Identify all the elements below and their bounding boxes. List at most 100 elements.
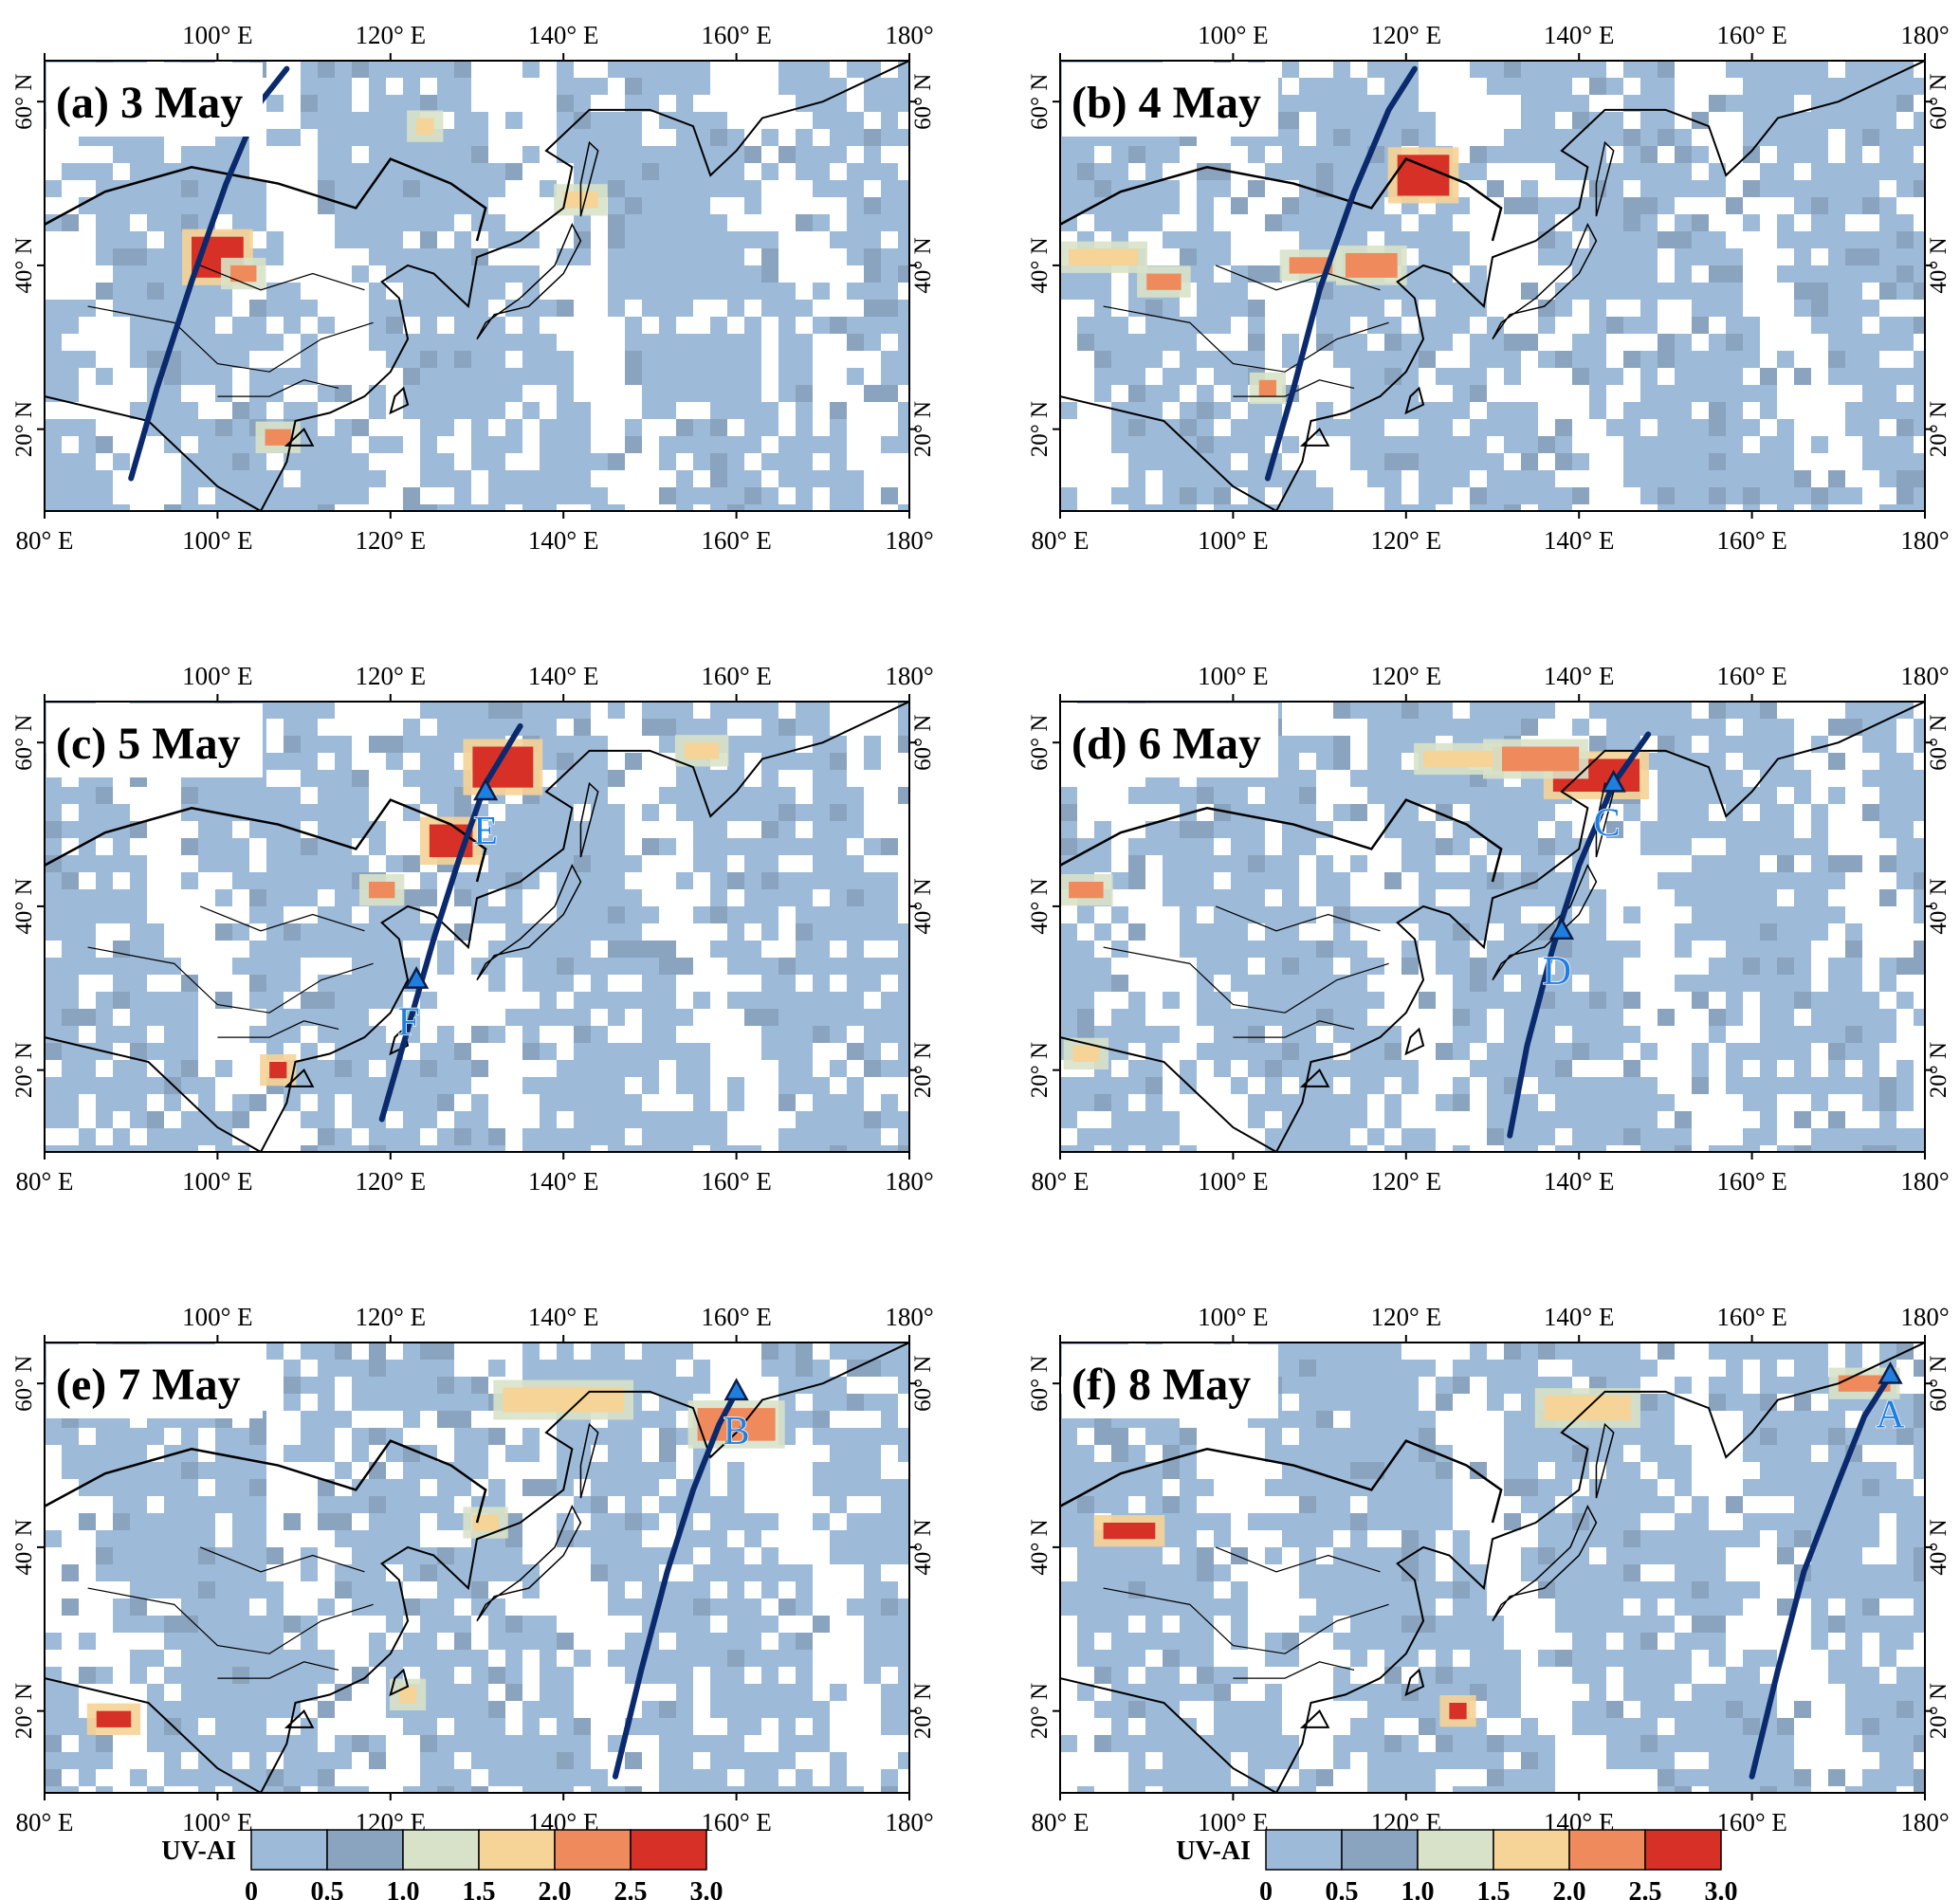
lon-tick-label-bottom: 120° E: [356, 1167, 427, 1196]
lon-tick-label-bottom: 160° E: [1716, 1808, 1787, 1836]
lat-tick-label-left: 20° N: [11, 401, 37, 457]
colorbar-tick-label: 2.0: [1553, 1877, 1586, 1900]
hainan-outline: [1299, 428, 1330, 447]
marker-label: E: [473, 810, 498, 853]
colorbar-swatch: [1568, 1829, 1646, 1871]
colorbar-tick-label: 0.5: [311, 1877, 344, 1900]
location-marker: [1878, 1361, 1903, 1384]
aerosol-hotspot: [1069, 882, 1104, 899]
lon-tick-label-top: 180°: [1900, 21, 1949, 49]
taiwan-outline: [1404, 386, 1425, 415]
sakhalin-outline: [579, 1422, 599, 1499]
colorbar-swatch: [326, 1829, 404, 1871]
province-border: [1215, 265, 1381, 291]
aerosol-hotspot: [96, 1710, 132, 1727]
lon-tick-label-bottom: 180°: [885, 526, 933, 555]
country-border: [1060, 798, 1503, 883]
lon-tick-label-bottom: 160° E: [1716, 526, 1787, 555]
aerosol-hotspot: [369, 882, 395, 899]
aerosol-hotspot: [416, 118, 434, 135]
lat-tick-label-left: 40° N: [1027, 878, 1053, 934]
aerosol-hotspot: [1423, 750, 1493, 768]
lon-tick-label-top: 180°: [885, 1303, 933, 1331]
taiwan-outline: [389, 386, 410, 415]
colorbar: UV-AI 0 0.5 1.0 1.5 2.0 2.5 3.0: [161, 1829, 724, 1900]
lon-tick-label-top: 160° E: [1716, 21, 1787, 49]
lat-tick-label-left: 20° N: [11, 1683, 37, 1739]
province-border: [1103, 305, 1389, 373]
sakhalin-outline: [1595, 140, 1615, 217]
province-border: [1233, 379, 1355, 397]
lon-tick-label-bottom: 100° E: [182, 1167, 253, 1196]
lat-tick-label-right: 20° N: [1926, 1042, 1951, 1098]
colorbar-tick-label: 0: [1259, 1877, 1273, 1900]
lon-tick-label-top: 160° E: [1716, 1303, 1787, 1331]
map-frame: [44, 1342, 910, 1794]
lon-tick-label-top: 140° E: [528, 21, 599, 49]
taiwan-outline: [1404, 1668, 1425, 1697]
lon-tick-label-bottom: 80° E: [15, 526, 73, 555]
colorbar-tick-label: 1.0: [1401, 1877, 1435, 1900]
province-border: [1233, 1661, 1355, 1679]
lon-tick-label-top: 160° E: [701, 1303, 772, 1331]
panel-label-bg: [46, 703, 263, 777]
aerosol-hotspot: [1397, 155, 1450, 196]
aerosol-hotspot: [1449, 1703, 1467, 1720]
lon-tick-label-bottom: 180°: [885, 1167, 933, 1196]
japan-outline: [1492, 1504, 1598, 1622]
lat-tick-label-right: 40° N: [910, 878, 936, 934]
coastline: [1060, 702, 1925, 1152]
lat-tick-label-right: 40° N: [1926, 1519, 1951, 1575]
marker-label: F: [397, 1001, 419, 1045]
marker-label: B: [724, 1410, 750, 1453]
lon-tick-label-top: 120° E: [1371, 662, 1442, 690]
colorbar-tick-label: 2.0: [539, 1877, 572, 1900]
lon-tick-label-top: 100° E: [182, 21, 253, 49]
coastline: [45, 702, 909, 1152]
lat-tick-label-right: 60° N: [1926, 74, 1951, 130]
map-panel: E F (c) 5 May 80° E 100° E 100° E 120° E 120° E…: [11, 662, 936, 1196]
lon-tick-label-top: 100° E: [182, 1303, 253, 1331]
lon-tick-label-top: 140° E: [1544, 1303, 1615, 1331]
colorbar-tick-label: 1.5: [1477, 1877, 1511, 1900]
colorbar-swatch: [478, 1829, 556, 1871]
trajectory-line: [1749, 1372, 1894, 1780]
aerosol-hotspot: [472, 1514, 499, 1531]
hainan-outline: [284, 428, 315, 447]
lat-tick-label-left: 60° N: [11, 74, 37, 130]
lon-tick-label-top: 180°: [1900, 1303, 1949, 1331]
aerosol-hotspot: [1072, 1045, 1100, 1062]
aerosol-hotspot: [1103, 1523, 1156, 1540]
map-frame: [44, 60, 910, 512]
lat-tick-label-left: 40° N: [11, 1519, 37, 1575]
colorbar-swatch: [250, 1829, 328, 1871]
colorbar-title: UV-AI: [161, 1836, 236, 1866]
trajectory-line: [1264, 65, 1418, 482]
japan-outline: [476, 863, 582, 981]
hainan-outline: [1299, 1709, 1330, 1728]
taiwan-outline: [389, 1668, 410, 1697]
panel-label: (a) 3 May: [56, 78, 243, 128]
province-border: [217, 1661, 339, 1679]
location-marker: [1548, 917, 1575, 941]
lon-tick-label-top: 120° E: [356, 1303, 427, 1331]
aerosol-hotspot: [1493, 746, 1580, 772]
lon-tick-label-top: 140° E: [1544, 21, 1615, 49]
colorbar-tick-label: 3.0: [1705, 1877, 1738, 1900]
province-border: [199, 905, 365, 932]
location-marker: [404, 966, 430, 989]
province-border: [199, 1546, 365, 1573]
lat-tick-label-left: 20° N: [11, 1042, 37, 1098]
lat-tick-label-right: 40° N: [910, 1519, 936, 1575]
map-panel: C D (d) 6 May 80° E 100° E 100° E 120° E 120° E…: [1027, 662, 1951, 1196]
province-border: [1215, 1546, 1381, 1573]
colorbar-tick-label: 0: [245, 1877, 258, 1900]
japan-outline: [476, 1504, 582, 1622]
province-border: [87, 305, 374, 373]
lat-tick-label-left: 60° N: [11, 715, 37, 771]
province-border: [1103, 946, 1389, 1014]
map-frame: [44, 701, 910, 1153]
lon-tick-label-bottom: 160° E: [701, 1167, 772, 1196]
coastline: [45, 61, 909, 511]
